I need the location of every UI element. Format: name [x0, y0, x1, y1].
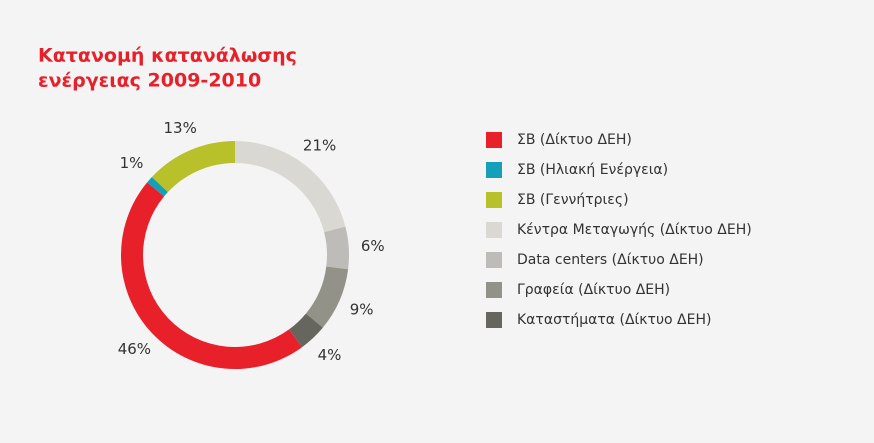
donut-segment: [289, 313, 323, 348]
donut-segment: [151, 141, 235, 193]
chart-title: Κατανομή κατανάλωσης: [38, 45, 297, 67]
legend-swatch: [486, 312, 502, 328]
legend-label: Data centers (Δίκτυο ΔΕΗ): [517, 252, 704, 268]
donut-segment: [121, 182, 303, 369]
legend-swatch: [486, 192, 502, 208]
donut-segment: [147, 176, 168, 197]
legend-swatch: [486, 162, 502, 178]
value-label: 13%: [164, 119, 197, 137]
value-label: 4%: [318, 346, 342, 364]
legend-label: Κέντρα Μεταγωγής (Δίκτυο ΔΕΗ): [517, 222, 752, 238]
legend-label: ΣΒ (Δίκτυο ΔΕΗ): [517, 132, 632, 148]
legend-swatch: [486, 132, 502, 148]
legend-label: Καταστήματα (Δίκτυο ΔΕΗ): [517, 312, 711, 328]
legend-swatch: [486, 282, 502, 298]
legend-swatch: [486, 252, 502, 268]
legend-swatch: [486, 222, 502, 238]
chart-title: ενέργειας 2009-2010: [38, 70, 261, 92]
legend-label: Γραφεία (Δίκτυο ΔΕΗ): [517, 282, 670, 298]
value-label: 46%: [118, 340, 151, 358]
value-label: 9%: [350, 300, 374, 318]
donut-segment: [305, 266, 349, 328]
legend-label: ΣΒ (Γεννήτριες): [517, 192, 629, 208]
value-label: 1%: [120, 154, 144, 172]
value-label: 21%: [303, 136, 336, 154]
donut-segment: [235, 141, 346, 233]
donut-segment: [324, 226, 349, 270]
value-label: 6%: [361, 237, 385, 255]
legend-label: ΣΒ (Ηλιακή Ενέργεια): [517, 162, 668, 178]
